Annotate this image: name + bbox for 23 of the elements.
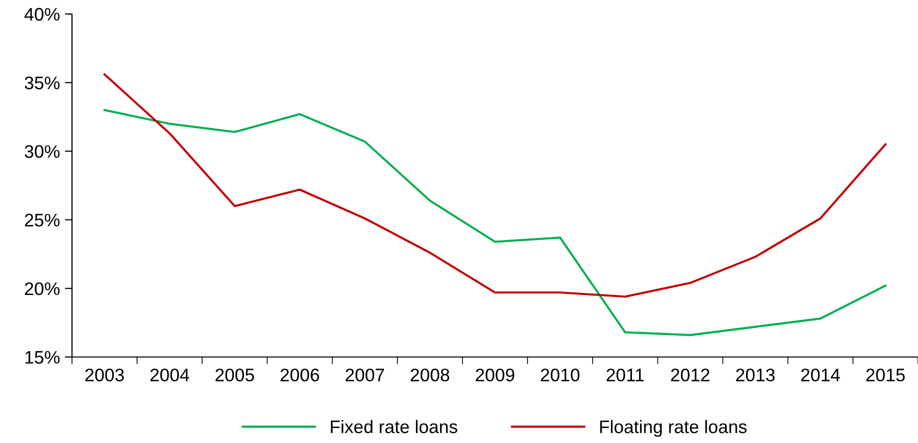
legend-label: Floating rate loans <box>600 420 747 437</box>
x-tick-label: 2003 <box>85 368 124 382</box>
x-tick-label: 2010 <box>540 368 580 382</box>
line-series <box>103 73 887 298</box>
y-tick-label: 15% <box>25 351 60 364</box>
x-tick-label: 2015 <box>866 368 905 382</box>
y-tick-label: 30% <box>24 145 60 158</box>
y-tick-label: 20% <box>24 282 60 296</box>
x-tick-label: 2012 <box>671 368 710 382</box>
legend-label: Fixed rate loans <box>330 420 458 434</box>
x-tick-label: 2011 <box>606 368 644 382</box>
x-tick-label: 2007 <box>346 368 384 382</box>
y-tick-label: 25% <box>24 214 60 227</box>
x-tick-label: 2013 <box>736 368 775 382</box>
x-tick-label: 2005 <box>216 368 254 382</box>
x-tick-label: 2009 <box>476 368 514 382</box>
line-series <box>103 108 887 336</box>
y-tick-label: 35% <box>24 76 60 90</box>
x-tick-label: 2004 <box>150 368 190 382</box>
x-tick-label: 2014 <box>801 368 840 382</box>
y-tick-label: 40% <box>24 8 60 21</box>
x-tick-label: 2008 <box>410 368 450 382</box>
x-tick-label: 2006 <box>280 368 320 382</box>
